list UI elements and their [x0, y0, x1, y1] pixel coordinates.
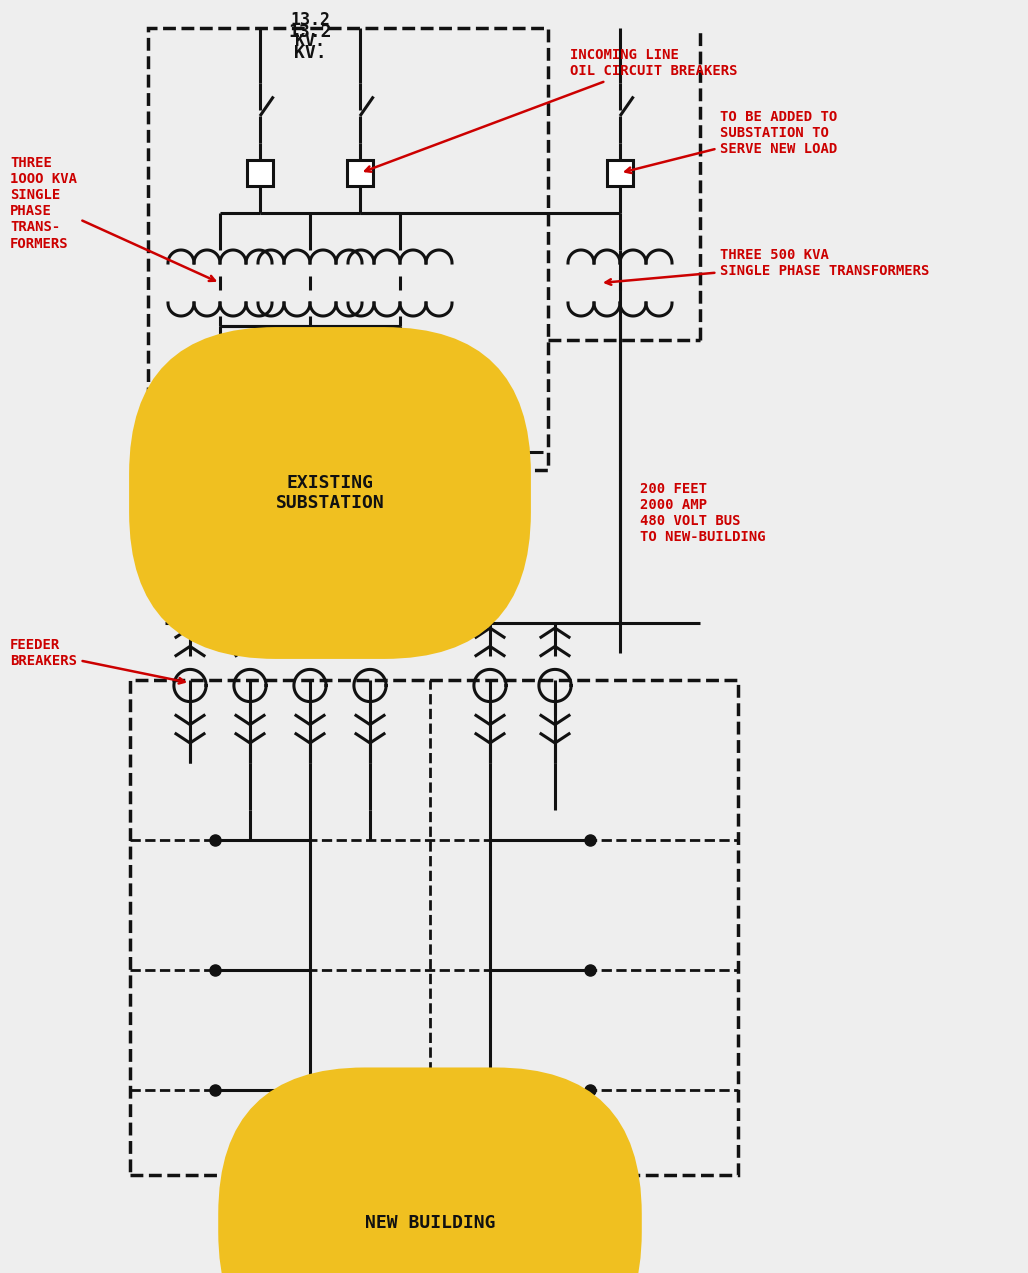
- Text: EXISTING
SUBSTATION: EXISTING SUBSTATION: [276, 474, 384, 513]
- Text: FEEDER
BREAKERS: FEEDER BREAKERS: [10, 638, 185, 684]
- Text: INCOMING LINE
OIL CIRCUIT BREAKERS: INCOMING LINE OIL CIRCUIT BREAKERS: [365, 48, 737, 172]
- Bar: [247, 160, 273, 186]
- Text: TO BE ADDED TO
SUBSTATION TO
SERVE NEW LOAD: TO BE ADDED TO SUBSTATION TO SERVE NEW L…: [625, 109, 837, 173]
- Bar: [607, 160, 633, 186]
- Text: THREE
1OOO KVA
SINGLE
PHASE
TRANS-
FORMERS: THREE 1OOO KVA SINGLE PHASE TRANS- FORME…: [10, 155, 215, 281]
- Text: 200 FEET
2000 AMP
480 VOLT BUS
TO NEW-BUILDING: 200 FEET 2000 AMP 480 VOLT BUS TO NEW-BU…: [640, 481, 766, 545]
- Text: 13.2
KV.: 13.2 KV.: [288, 23, 332, 62]
- Text: THREE 500 KVA
SINGLE PHASE TRANSFORMERS: THREE 500 KVA SINGLE PHASE TRANSFORMERS: [605, 248, 929, 285]
- Text: 13.2
KV.: 13.2 KV.: [290, 11, 330, 50]
- Bar: [148, 28, 548, 470]
- Text: NEW BUILDING: NEW BUILDING: [365, 1214, 495, 1232]
- Bar: [347, 160, 373, 186]
- Bar: [130, 680, 738, 1175]
